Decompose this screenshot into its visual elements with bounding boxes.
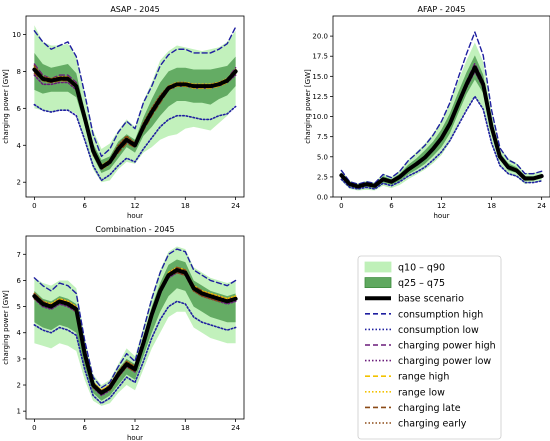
- y-tick-label: 7.5: [317, 133, 328, 141]
- x-tick-label: 12: [131, 202, 140, 210]
- y-tick-label: 7: [17, 251, 21, 259]
- y-axis-label: charging power [GW]: [2, 69, 10, 144]
- legend-item-consumption-high: consumption high: [365, 309, 483, 320]
- y-tick-label: 0.0: [317, 194, 328, 202]
- series-consumption-high: [33, 26, 237, 158]
- legend-label: consumption low: [398, 325, 479, 336]
- y-tick-label: 10: [12, 31, 21, 39]
- legend-item-q10-q90: q10 – q90: [364, 261, 445, 274]
- y-tick-label: 3: [17, 355, 21, 363]
- chart-title: ASAP - 2045: [110, 5, 159, 14]
- series-consumption-low: [33, 103, 237, 182]
- x-tick-label: 0: [32, 202, 36, 210]
- band-q25-q75: [34, 259, 236, 401]
- y-tick-label: 4: [17, 142, 22, 150]
- x-tick-label: 18: [181, 424, 190, 432]
- legend-label: range high: [398, 372, 449, 383]
- legend-item-charging-power-high: charging power high: [365, 341, 496, 352]
- x-axis-label: hour: [127, 212, 143, 220]
- y-tick-label: 20.0: [312, 33, 328, 41]
- chart-title: Combination - 2045: [95, 225, 174, 234]
- legend-label: charging power high: [398, 341, 496, 352]
- y-tick-label: 10.0: [312, 113, 328, 121]
- chart-title: AFAP - 2045: [418, 5, 466, 14]
- y-tick-label: 6: [17, 105, 22, 113]
- x-tick-label: 24: [231, 202, 240, 210]
- series-consumption-low: [33, 300, 237, 405]
- y-tick-label: 15.0: [312, 73, 328, 81]
- x-axis-label: hour: [433, 212, 449, 220]
- x-tick-label: 0: [339, 202, 343, 210]
- y-tick-label: 8: [17, 68, 21, 76]
- legend-item-consumption-low: consumption low: [365, 325, 479, 336]
- y-tick-label: 17.5: [312, 53, 328, 61]
- x-tick-label: 24: [537, 202, 546, 210]
- plot-area: [339, 31, 544, 191]
- x-tick-label: 12: [131, 424, 140, 432]
- x-tick-label: 6: [389, 202, 394, 210]
- legend-item-q25-q75: q25 – q75: [364, 277, 445, 289]
- legend-item-range-low: range low: [365, 387, 445, 398]
- series-base-scenario: [32, 67, 238, 170]
- y-tick-label: 2.5: [317, 173, 328, 181]
- series-base-scenario: [32, 267, 238, 395]
- legend: q10 – q90 q25 – q75 base scenario consumpti…: [357, 255, 502, 440]
- y-tick-label: 5.0: [317, 153, 328, 161]
- y-tick-label: 2: [17, 179, 21, 187]
- legend-label: range low: [398, 387, 445, 398]
- legend-label: charging late: [398, 403, 461, 414]
- y-tick-label: 5: [17, 303, 21, 311]
- legend-swatch: [364, 277, 392, 289]
- series-consumption-high: [340, 31, 543, 185]
- x-axis-label: hour: [127, 434, 143, 441]
- y-tick-label: 1: [17, 408, 21, 416]
- y-axis-label: charging power [GW]: [304, 69, 312, 144]
- x-tick-label: 18: [487, 202, 496, 210]
- band-q10-q90: [34, 25, 236, 183]
- legend-label: q25 – q75: [398, 278, 445, 289]
- legend-label: consumption high: [398, 309, 483, 320]
- x-tick-label: 6: [82, 424, 87, 432]
- series-consumption-high: [33, 248, 237, 389]
- legend-item-range-high: range high: [365, 372, 449, 383]
- x-tick-label: 18: [181, 202, 190, 210]
- series-consumption-low: [340, 95, 543, 190]
- plot-area: [32, 246, 238, 406]
- y-tick-label: 12.5: [312, 93, 328, 101]
- legend-item-base-scenario: base scenario: [365, 294, 464, 305]
- legend-label: base scenario: [398, 294, 464, 305]
- legend-label: charging power low: [398, 356, 491, 367]
- y-tick-label: 2: [17, 382, 21, 390]
- x-tick-label: 24: [231, 424, 240, 432]
- y-tick-label: 4: [17, 329, 22, 337]
- legend-item-charging-power-low: charging power low: [365, 356, 491, 367]
- series-base-scenario: [339, 65, 544, 189]
- legend-label: charging early: [398, 419, 467, 430]
- x-tick-label: 6: [82, 202, 87, 210]
- x-tick-label: 12: [437, 202, 446, 210]
- x-tick-label: 0: [32, 424, 36, 432]
- y-tick-label: 6: [17, 277, 22, 285]
- chart-afap-2045: 0 6 12 18 24 0.0 2.5 5.0 7.5 10.0 12.5 15.0 17.5 20.0…: [304, 5, 550, 220]
- legend-label: q10 – q90: [398, 263, 445, 274]
- y-axis-label: charging power [GW]: [2, 290, 10, 365]
- plot-area: [32, 25, 238, 183]
- legend-frame: [357, 255, 502, 440]
- legend-item-charging-early: charging early: [365, 419, 467, 430]
- legend-swatch: [364, 261, 392, 273]
- legend-item-charging-late: charging late: [365, 403, 461, 414]
